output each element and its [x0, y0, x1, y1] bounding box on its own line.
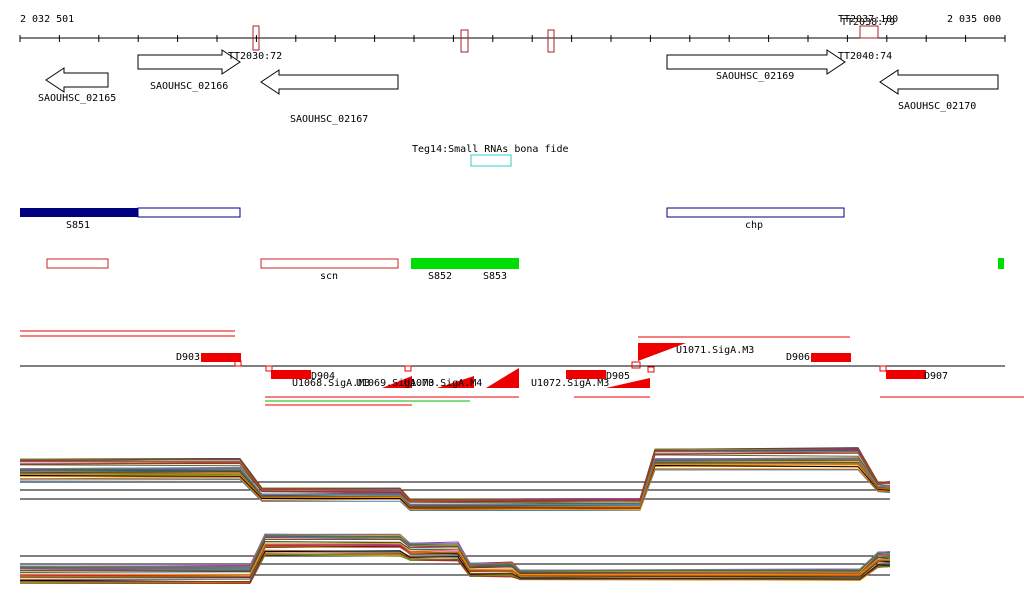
terminator-mark[interactable] [859, 25, 879, 39]
segment-outline[interactable] [137, 207, 241, 218]
feature-green[interactable] [998, 258, 1004, 269]
segment-filled[interactable] [20, 208, 138, 217]
profile-lines [19, 447, 891, 512]
segment-outline[interactable] [666, 207, 845, 218]
promoter-wedge[interactable] [606, 378, 650, 388]
promoter-wedge[interactable] [382, 376, 412, 388]
feature-label: S852 [428, 271, 452, 282]
segment-track: S851 chp [20, 207, 845, 231]
profile-line [19, 462, 891, 508]
small-rna-label: Teg14:Small RNAs bona fide [412, 144, 569, 155]
profile-line [20, 538, 890, 574]
profile-line [19, 533, 891, 571]
downstream-label: D905 [606, 371, 630, 382]
feature-outline[interactable] [260, 258, 399, 269]
downstream-label: D904 [311, 371, 335, 382]
promoter-wedge[interactable] [486, 368, 519, 388]
site-mark [265, 365, 273, 372]
site-mark [647, 366, 655, 373]
ruler-start-label: 2 032 501 [20, 14, 74, 25]
gene-arrow-right[interactable] [137, 49, 241, 75]
profile-lines [19, 533, 891, 584]
profile-line [19, 449, 891, 502]
feature-label: scn [320, 271, 338, 282]
terminator-mark[interactable] [547, 29, 555, 53]
downstream-label: D907 [924, 371, 948, 382]
downstream-block[interactable] [811, 353, 851, 362]
terminator-label: TT2038:79 [841, 17, 895, 28]
upstream-label: U1069.SigA.M3 [356, 378, 434, 389]
downstream-block[interactable] [271, 370, 311, 379]
coordinate-ruler: 2 032 501 2 035 000 [19, 14, 1006, 42]
gene-track: SAOUHSC_02165 SAOUHSC_02166 SAOUHSC_0216… [38, 49, 999, 125]
segment-label: S851 [66, 220, 90, 231]
gene-label: SAOUHSC_02165 [38, 93, 116, 104]
profile-line [19, 552, 891, 583]
gene-arrow-left[interactable] [879, 69, 999, 95]
terminator-track: TT2030:72 TT2037:100 TT2038:79 TT2040:74 [228, 14, 898, 62]
ruler-ticks [19, 35, 1006, 42]
feature-outline[interactable] [46, 258, 109, 269]
site-mark [234, 360, 242, 367]
terminator-label: TT2037:100 [838, 14, 898, 25]
feature-label: S853 [483, 271, 507, 282]
gene-arrow-right[interactable] [666, 49, 846, 75]
terminator-label: TT2040:74 [838, 51, 892, 62]
gene-label: SAOUHSC_02166 [150, 81, 228, 92]
gene-arrow-left[interactable] [45, 67, 109, 93]
gene-label: SAOUHSC_02167 [290, 114, 368, 125]
feature-track: scn S852 S853 [46, 258, 1004, 282]
gene-label: SAOUHSC_02170 [898, 101, 976, 112]
expression-profile-bottom [19, 533, 891, 584]
small-rna-box[interactable] [470, 154, 512, 167]
profile-line [19, 546, 891, 578]
promoter-wedge[interactable] [437, 376, 474, 388]
downstream-block[interactable] [886, 370, 926, 379]
downstream-block[interactable] [201, 353, 241, 362]
upstream-label: U1072.SigA.M3 [531, 378, 609, 389]
site-mark [879, 365, 887, 372]
site-mark [404, 365, 412, 372]
small-rna-track: Teg14:Small RNAs bona fide [412, 144, 569, 167]
upstream-label: U1068.SigA.M3 [292, 378, 370, 389]
upstream-label: U1071.SigA.M3 [676, 345, 754, 356]
segment-label: chp [745, 220, 763, 231]
downstream-label: D906 [786, 352, 810, 363]
gene-label: SAOUHSC_02169 [716, 71, 794, 82]
transcript-track: D903 D904 D905 D906 D907 U1071.SigA.M3 U… [20, 330, 1024, 406]
downstream-block[interactable] [566, 370, 606, 379]
profile-line [19, 542, 891, 576]
profile-line [19, 454, 891, 505]
profile-line [19, 464, 891, 509]
terminator-mark[interactable] [252, 25, 260, 51]
site-mark [631, 361, 641, 369]
profile-line [19, 458, 891, 505]
expression-profile-top [19, 447, 891, 512]
terminator-label: TT2030:72 [228, 51, 282, 62]
upstream-label: U1070.SigA.M4 [404, 378, 482, 389]
ruler-end-label: 2 035 000 [947, 14, 1001, 25]
gene-arrow-left[interactable] [260, 69, 399, 95]
downstream-label: D903 [176, 352, 200, 363]
promoter-wedge[interactable] [638, 343, 686, 361]
feature-green[interactable] [411, 258, 519, 269]
terminator-mark[interactable] [460, 29, 469, 53]
